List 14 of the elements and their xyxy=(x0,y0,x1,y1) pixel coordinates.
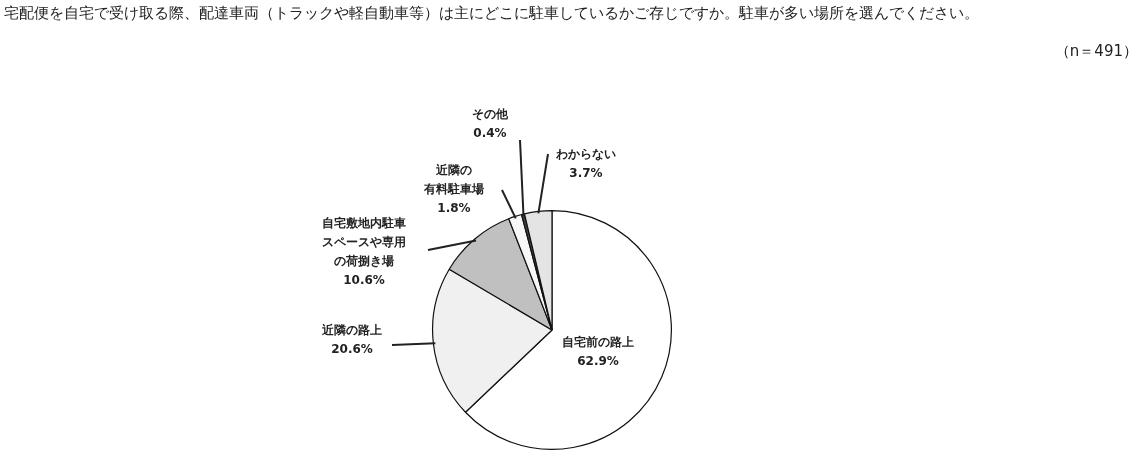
data-label: 1.8% xyxy=(437,201,471,216)
data-label: 0.4% xyxy=(473,125,507,140)
data-label: 20.6% xyxy=(331,341,373,356)
slice-label: 近隣の有料駐車場 xyxy=(423,163,484,197)
slice-label: その他 xyxy=(472,106,509,121)
slice-label: 自宅敷地内駐車スペースや専用の荷捌き場 xyxy=(322,215,406,268)
slice-label: 近隣の路上 xyxy=(321,322,382,337)
data-label: 10.6% xyxy=(343,272,385,287)
slice-label: わからない xyxy=(555,146,616,161)
text: （n＝491） xyxy=(1054,42,1138,61)
data-label: 3.7% xyxy=(569,165,603,180)
slice-label: 自宅前の路上 xyxy=(562,334,634,349)
chart-title: 宅配便を自宅で受け取る際、配達車両（トラックや軽自動車等）は主にどこに駐車しているかご存じですか。駐車が多い場所を選んでください。 xyxy=(4,4,979,23)
data-label: 62.9% xyxy=(577,353,619,368)
